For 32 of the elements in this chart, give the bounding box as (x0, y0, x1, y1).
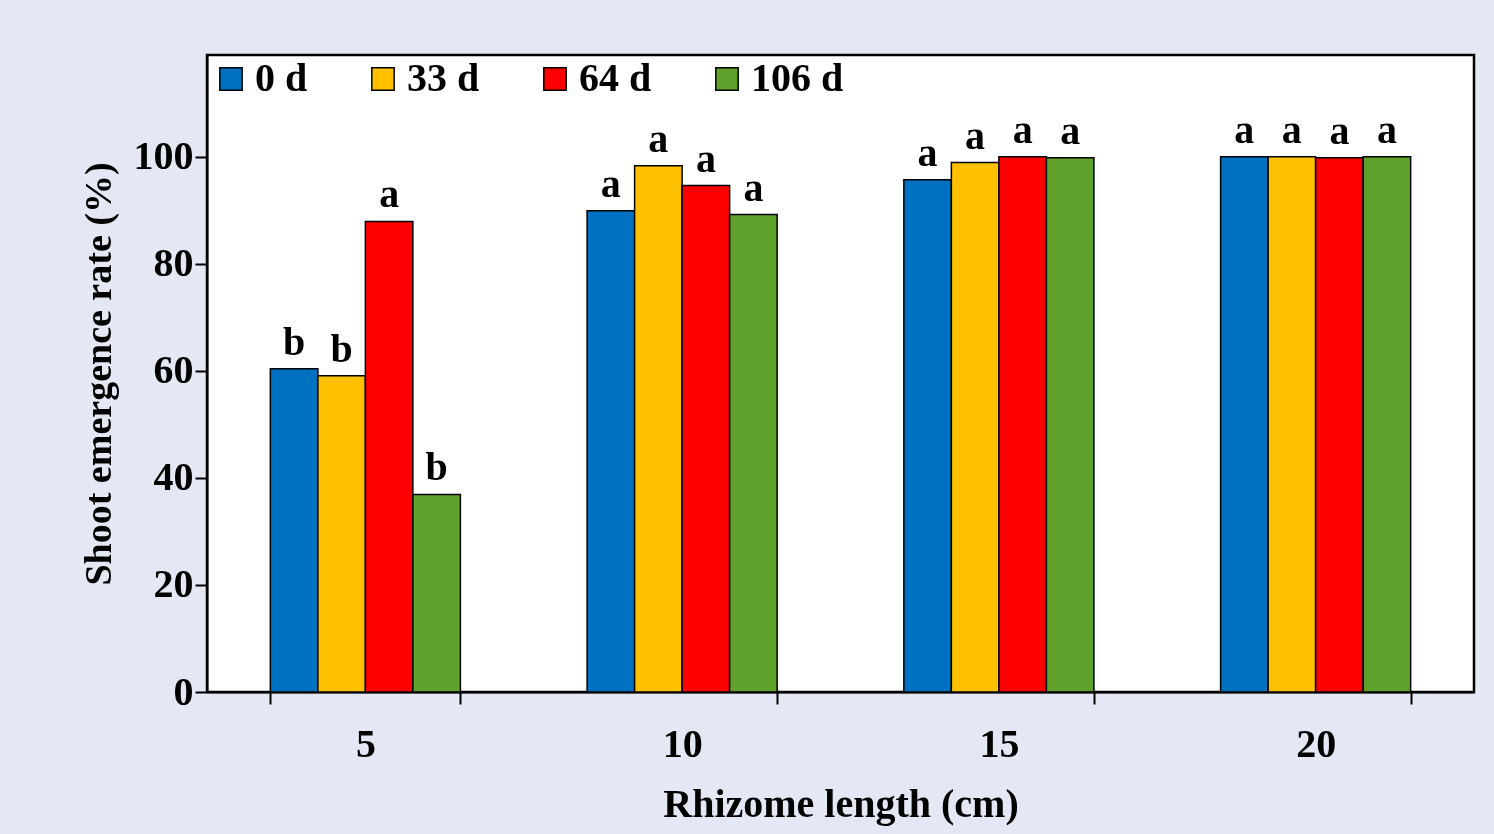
annotation: a (695, 135, 716, 181)
x-tick-label: 5 (355, 720, 376, 766)
annotation: a (965, 112, 986, 158)
x-tick-label: 10 (662, 720, 703, 766)
annotation: b (282, 318, 306, 364)
annotation: a (743, 164, 764, 210)
annotation: a (1012, 106, 1033, 152)
y-tick-label: 20 (153, 561, 194, 607)
y-tick-label: 60 (153, 347, 194, 393)
annotation: a (1060, 107, 1081, 153)
y-tick-label: 0 (173, 668, 194, 714)
annotation: a (1234, 106, 1255, 152)
y-axis-title: Shoot emergence rate (%) (76, 162, 120, 586)
annotation: a (600, 160, 621, 206)
annotation: a (1376, 106, 1397, 152)
annotation: b (330, 325, 353, 371)
y-tick-label: 80 (153, 240, 194, 286)
legend-label: 106 d (751, 55, 844, 100)
x-axis-title: Rhizome length (cm) (663, 780, 1019, 826)
x-tick-label: 20 (1296, 720, 1337, 766)
annotation: a (379, 171, 400, 217)
annotation: a (648, 115, 669, 161)
annotation: a (1281, 106, 1302, 152)
annotation: a (1329, 107, 1350, 153)
y-tick-label: 40 (153, 454, 194, 500)
annotation: b (425, 444, 448, 490)
legend-label: 0 d (255, 55, 308, 100)
x-tick-label: 15 (979, 720, 1020, 766)
legend-label: 33 d (407, 55, 480, 100)
y-tick-label: 100 (133, 133, 194, 179)
annotation: a (917, 129, 938, 175)
legend-label: 64 d (579, 55, 652, 100)
